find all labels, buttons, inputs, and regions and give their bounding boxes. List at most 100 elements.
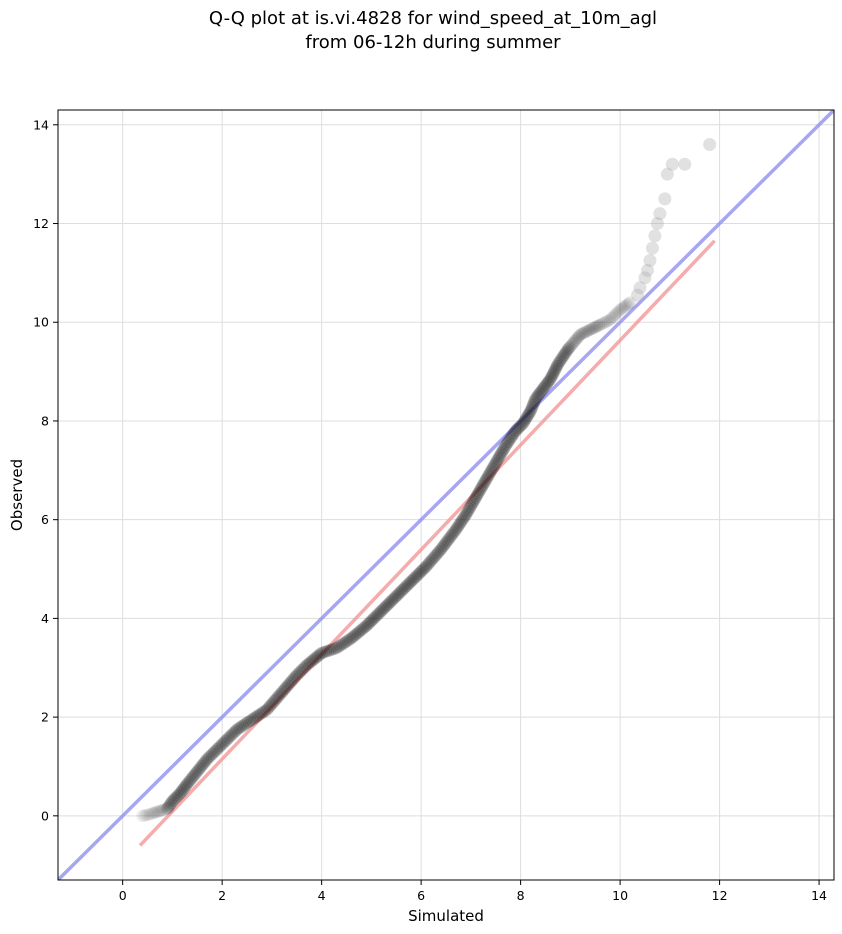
quantile-point-179 [427,551,440,565]
quantile-point-178 [425,553,439,566]
plot-frame [57,109,835,881]
quantile-point-153 [388,591,401,604]
quantile-point-93 [287,672,300,685]
quantile-point-172 [416,563,430,576]
quantile-point-149 [382,597,395,610]
tail-point-9 [658,192,672,206]
quantile-point-125 [345,631,358,645]
quantile-point-156 [393,587,406,600]
quantile-point-316 [600,315,613,328]
tail-point-1 [633,281,647,295]
quantile-point-203 [459,508,473,521]
quantile-point-76 [262,701,275,715]
quantile-point-198 [453,517,466,531]
quantile-point-195 [449,523,463,536]
quantile-point-145 [376,603,390,616]
quantile-point-52 [219,734,232,748]
quantile-point-161 [400,579,413,593]
y-axis-ticks: 0 2 4 6 8 10 12 14 [33,117,58,823]
quantile-point-99 [297,662,310,675]
y-tick-label-8: 8 [41,413,49,428]
quantile-point-298 [568,334,581,348]
quantile-point-199 [454,515,468,529]
quantile-point-235 [495,447,508,460]
quantile-point-138 [366,613,379,627]
quantile-point-253 [517,415,531,428]
quantile-point-137 [364,615,378,628]
quantile-point-182 [431,546,445,559]
quantile-point-240 [500,437,514,450]
quantile-point-28 [182,775,195,789]
quantile-point-265 [529,392,542,405]
quantile-point-171 [415,564,428,578]
quantile-point-43 [204,749,217,762]
quantile-point-128 [350,627,363,641]
quantile-point-0 [136,809,149,823]
quantile-point-278 [545,370,558,384]
quantile-point-176 [422,556,436,570]
quantile-point-327 [618,300,632,313]
tail-point-7 [650,217,664,231]
quantile-point-18 [169,791,182,805]
quantile-point-217 [475,481,488,495]
quantile-point-14 [163,798,177,811]
quantile-point-213 [470,489,484,502]
quantile-point-260 [525,402,538,416]
quantile-point-57 [227,726,240,739]
quantile-point-308 [585,322,598,336]
quantile-point-58 [229,724,242,738]
quantile-point-44 [206,747,219,761]
quantile-point-306 [581,324,594,338]
quantile-point-68 [247,712,261,725]
quantile-point-181 [430,548,443,561]
quantile-point-37 [195,759,208,773]
quantile-point-23 [176,784,189,797]
quantile-point-257 [522,408,535,421]
quantile-point-180 [428,550,442,563]
x-tick-label-4: 4 [318,888,326,903]
quantile-point-251 [515,418,528,432]
quantile-point-175 [421,558,434,572]
quantile-point-215 [472,485,486,498]
quantile-point-39 [198,756,211,769]
quantile-point-220 [478,475,491,489]
quantile-point-87 [278,682,292,696]
quantile-point-295 [564,339,577,353]
quantile-point-65 [242,715,255,729]
quantile-point-264 [528,394,541,408]
tail-point-11 [665,157,679,171]
quantile-point-270 [535,384,548,397]
x-tick-label-14: 14 [811,888,827,903]
quantile-point-102 [302,657,315,671]
chart-title-line-2: from 06-12h during summer [305,32,561,53]
quantile-point-55 [224,729,237,743]
quantile-point-229 [488,458,501,472]
quantile-point-282 [548,363,562,376]
quantile-point-142 [372,607,385,621]
quantile-point-258 [523,406,536,420]
quantile-point-130 [353,625,366,638]
quantile-point-71 [253,708,266,721]
quantile-point-239 [499,439,512,452]
quantile-point-275 [541,376,555,389]
quantile-point-294 [563,341,576,354]
quantile-point-107 [310,650,323,664]
quantile-point-41 [201,752,214,766]
quantile-point-88 [280,681,293,694]
y-tick-label-2: 2 [41,710,49,725]
tail-point-8 [653,207,667,221]
quantile-point-85 [275,686,289,699]
quantile-point-154 [390,589,403,603]
quantile-point-216 [474,483,487,496]
quantile-point-74 [258,704,272,718]
quantile-point-81 [269,693,283,706]
quantile-point-224 [482,468,496,481]
quantile-point-62 [236,719,249,732]
quantile-point-84 [274,687,287,701]
quantile-point-91 [284,675,297,689]
quantile-point-34 [191,765,204,778]
quantile-point-136 [363,616,376,630]
quantile-point-247 [509,424,522,438]
tail-point-13 [703,138,717,152]
quantile-point-323 [612,305,625,318]
